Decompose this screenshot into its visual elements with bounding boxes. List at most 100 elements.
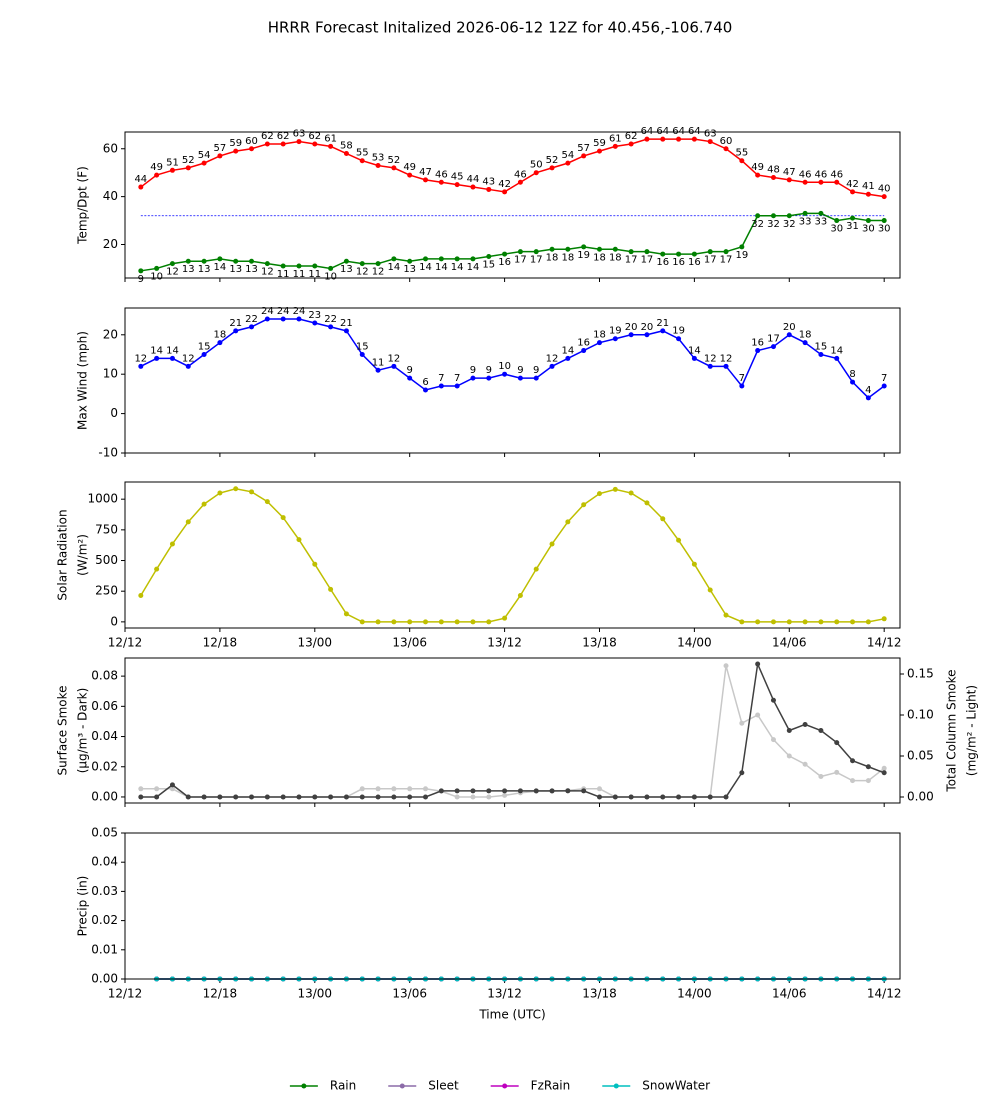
data-point	[201, 794, 207, 800]
data-point	[454, 794, 460, 800]
data-point	[407, 786, 413, 792]
data-point	[865, 778, 871, 784]
data-point	[391, 794, 397, 800]
data-point	[264, 261, 270, 267]
data-point	[470, 184, 476, 190]
data-label: 60	[720, 136, 733, 147]
data-point	[865, 619, 871, 625]
data-label: 22	[245, 314, 258, 325]
data-point	[454, 619, 460, 625]
data-point	[249, 794, 255, 800]
x-tick-label: 13/12	[487, 987, 522, 1001]
data-point	[850, 758, 856, 764]
y-tick-label: 0.00	[91, 972, 118, 986]
data-label: 33	[815, 216, 828, 227]
data-point	[486, 375, 492, 381]
data-label: 12	[546, 353, 559, 364]
data-label: 24	[261, 306, 274, 317]
data-point	[423, 177, 429, 183]
data-point	[296, 316, 302, 322]
y-tick-label: -10	[98, 446, 118, 460]
data-label: 14	[388, 262, 401, 273]
data-point	[660, 516, 666, 522]
data-point	[739, 619, 745, 625]
data-label: 12	[182, 353, 195, 364]
data-label: 55	[356, 148, 369, 159]
data-point	[217, 256, 223, 262]
y-axis-label: Max Wind (mph)	[76, 331, 90, 430]
data-point	[359, 619, 365, 625]
data-point	[755, 172, 761, 178]
y2-tick-label: 0.00	[907, 790, 934, 804]
data-point	[850, 215, 856, 221]
data-point	[818, 210, 824, 216]
data-point	[565, 355, 571, 361]
data-point	[739, 383, 745, 389]
y-axis-label: Temp/Dpt (F)	[76, 166, 90, 245]
data-point	[834, 218, 840, 224]
y-tick-label: 500	[95, 553, 118, 567]
data-label: 9	[517, 365, 523, 376]
data-point	[786, 177, 792, 183]
data-point	[533, 249, 539, 255]
data-point	[454, 256, 460, 262]
data-point	[644, 249, 650, 255]
data-point	[470, 794, 476, 800]
data-label: 18	[609, 252, 622, 263]
data-point	[391, 619, 397, 625]
data-point	[312, 320, 318, 326]
data-label: 57	[577, 143, 590, 154]
data-point	[628, 332, 634, 338]
data-point	[660, 251, 666, 257]
x-tick-label: 14/00	[677, 636, 712, 650]
x-tick-label: 14/00	[677, 987, 712, 1001]
data-point	[343, 794, 349, 800]
data-point	[312, 263, 318, 269]
data-point	[644, 136, 650, 142]
data-label: 15	[482, 259, 495, 270]
data-point	[502, 788, 508, 794]
data-label: 46	[799, 169, 812, 180]
data-label: 49	[751, 162, 764, 173]
data-point	[628, 794, 634, 800]
data-label: 9	[407, 365, 413, 376]
data-point	[533, 788, 539, 794]
data-label: 20	[625, 322, 638, 333]
data-label: 19	[609, 326, 622, 337]
data-point	[391, 256, 397, 262]
data-point	[185, 794, 191, 800]
data-label: 17	[530, 255, 543, 266]
data-label: 63	[293, 129, 306, 140]
data-label: 16	[672, 257, 685, 268]
data-point	[233, 258, 239, 264]
data-label: 17	[641, 255, 654, 266]
x-tick-label: 13/12	[487, 636, 522, 650]
data-point	[280, 515, 286, 521]
data-point	[850, 778, 856, 784]
data-point	[581, 244, 587, 250]
data-label: 40	[878, 184, 891, 195]
y-tick-label: 0.06	[91, 699, 118, 713]
data-point	[169, 782, 175, 788]
data-point	[502, 615, 508, 621]
data-point	[486, 186, 492, 192]
data-point	[818, 619, 824, 625]
plot-frame	[124, 131, 901, 279]
data-label: 14	[435, 262, 448, 273]
data-point	[770, 619, 776, 625]
data-label: 33	[799, 216, 812, 227]
data-point	[328, 794, 334, 800]
y-tick-label: 0.04	[91, 855, 118, 869]
data-label: 62	[277, 131, 290, 142]
y-tick-label: 60	[103, 141, 118, 155]
data-point	[138, 184, 144, 190]
data-point	[612, 486, 618, 492]
y-tick-label: 0.01	[91, 942, 118, 956]
data-point	[850, 189, 856, 195]
data-point	[296, 794, 302, 800]
data-point	[581, 348, 587, 354]
data-label: 18	[214, 330, 227, 341]
data-label: 58	[340, 141, 353, 152]
data-label: 49	[150, 162, 163, 173]
